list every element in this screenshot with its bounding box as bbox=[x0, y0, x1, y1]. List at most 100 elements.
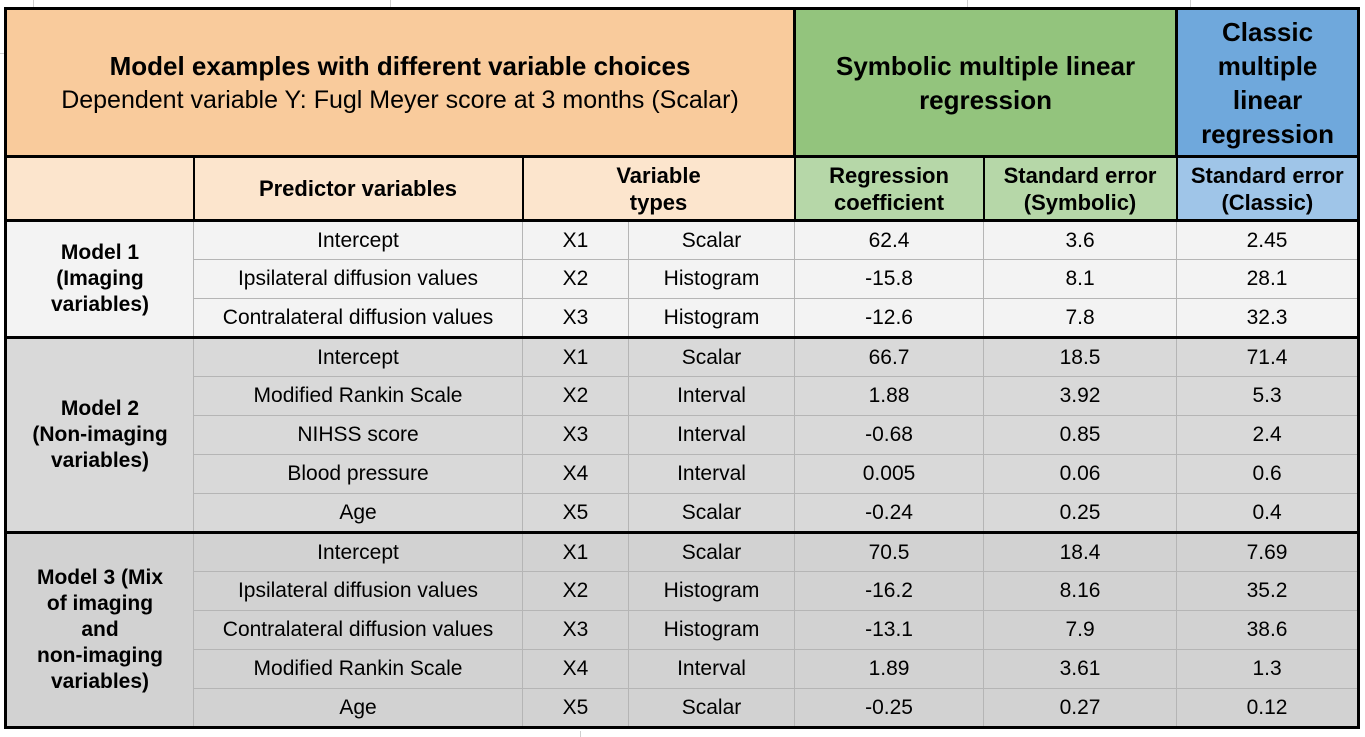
variable-type-cell: Histogram bbox=[627, 298, 796, 338]
table-row: Age X5 Scalar -0.25 0.27 0.12 bbox=[6, 688, 1360, 728]
symbolic-section-header: Symbolic multiple linear regression bbox=[793, 7, 1179, 158]
table-row: Contralateral diffusion values X3 Histogra… bbox=[6, 610, 1360, 650]
variable-types-header: Variable types bbox=[521, 155, 796, 222]
predictor-cell: Contralateral diffusion values bbox=[193, 610, 523, 650]
se-symbolic-cell: 3.92 bbox=[983, 376, 1178, 416]
regression-coefficient-header: Regression coefficient bbox=[793, 155, 985, 222]
se-symbolic-cell: 18.4 bbox=[983, 531, 1178, 572]
table-row: Ipsilateral diffusion values X2 Histogram -… bbox=[6, 259, 1360, 299]
variable-type-cell: Histogram bbox=[627, 610, 796, 650]
se-symbolic-cell: 8.1 bbox=[983, 259, 1178, 299]
table-row: Model 1 (Imaging variables) Intercept X1 Sc… bbox=[5, 220, 1360, 338]
variable-type-cell: Scalar bbox=[627, 531, 796, 572]
se-classic-cell: 71.4 bbox=[1176, 336, 1360, 377]
variable-type-cell: Scalar bbox=[627, 688, 796, 728]
se-classic-cell: 0.12 bbox=[1176, 688, 1360, 728]
x-label-cell: X1 bbox=[522, 336, 629, 377]
predictor-cell: Intercept bbox=[193, 336, 523, 377]
coefficient-cell: -0.24 bbox=[794, 493, 985, 533]
x-label-cell: X1 bbox=[522, 531, 629, 572]
se-symbolic-cell: 7.9 bbox=[983, 610, 1178, 650]
se-classic-cell: 35.2 bbox=[1176, 571, 1360, 611]
model-comparison-table: Model examples with different variable c… bbox=[3, 7, 1361, 729]
se-symbolic-cell: 3.6 bbox=[983, 220, 1178, 260]
x-label-cell: X3 bbox=[522, 415, 629, 455]
predictor-cell: Ipsilateral diffusion values bbox=[193, 259, 523, 299]
se-classic-cell: 7.69 bbox=[1176, 531, 1360, 572]
spreadsheet-gridline bbox=[580, 731, 581, 737]
coefficient-cell: -16.2 bbox=[794, 571, 985, 611]
table-title-cell: Model examples with different variable c… bbox=[3, 7, 797, 158]
table-row: Modified Rankin Scale X2 Interval 1.88 3.92 5… bbox=[6, 376, 1360, 416]
se-symbolic-cell: 3.61 bbox=[983, 649, 1178, 689]
se-symbolic-cell: 7.8 bbox=[983, 298, 1178, 338]
se-classic-cell: 38.6 bbox=[1176, 610, 1360, 650]
se-symbolic-cell: 0.06 bbox=[983, 454, 1178, 494]
predictor-cell: Blood pressure bbox=[193, 454, 523, 494]
model-label-cell: Model 2 (Non-imaging variables) bbox=[5, 336, 194, 533]
predictor-variables-header: Predictor variables bbox=[192, 155, 524, 222]
coefficient-cell: -0.68 bbox=[794, 415, 985, 455]
x-label-cell: X2 bbox=[522, 376, 629, 416]
x-label-cell: X3 bbox=[522, 298, 629, 338]
empty-header-cell bbox=[4, 155, 195, 222]
se-classic-cell: 2.4 bbox=[1176, 415, 1360, 455]
coefficient-cell: 62.4 bbox=[794, 220, 985, 260]
se-symbolic-cell: 18.5 bbox=[983, 336, 1178, 377]
variable-type-cell: Scalar bbox=[627, 493, 796, 533]
model-label-cell: Model 1 (Imaging variables) bbox=[5, 220, 194, 338]
se-symbolic-header: Standard error (Symbolic) bbox=[982, 155, 1178, 222]
predictor-cell: NIHSS score bbox=[193, 415, 523, 455]
spreadsheet-gridline bbox=[967, 0, 968, 7]
classic-section-header: Classic multiple linear regression bbox=[1175, 7, 1361, 158]
se-symbolic-cell: 0.85 bbox=[983, 415, 1178, 455]
table-row: Blood pressure X4 Interval 0.005 0.06 0.6 bbox=[6, 454, 1360, 494]
table-subtitle: Dependent variable Y: Fugl Meyer score a… bbox=[61, 86, 739, 114]
predictor-cell: Modified Rankin Scale bbox=[193, 649, 523, 689]
variable-type-cell: Histogram bbox=[627, 259, 796, 299]
coefficient-cell: 1.89 bbox=[794, 649, 985, 689]
se-classic-header: Standard error (Classic) bbox=[1175, 155, 1360, 222]
se-symbolic-cell: 8.16 bbox=[983, 571, 1178, 611]
variable-type-cell: Scalar bbox=[627, 220, 796, 260]
predictor-cell: Age bbox=[193, 688, 523, 728]
predictor-cell: Contralateral diffusion values bbox=[193, 298, 523, 338]
spreadsheet-gridline bbox=[33, 0, 34, 7]
x-label-cell: X3 bbox=[522, 610, 629, 650]
coefficient-cell: -12.6 bbox=[794, 298, 985, 338]
spreadsheet-gridline bbox=[390, 0, 391, 7]
table-row: Model 2 (Non-imaging variables) Intercept… bbox=[5, 336, 1360, 533]
table-row: Age X5 Scalar -0.24 0.25 0.4 bbox=[6, 493, 1360, 533]
table-row: NIHSS score X3 Interval -0.68 0.85 2.4 bbox=[6, 415, 1360, 455]
variable-type-cell: Interval bbox=[627, 376, 796, 416]
coefficient-cell: 1.88 bbox=[794, 376, 985, 416]
variable-type-cell: Scalar bbox=[627, 336, 796, 377]
x-label-cell: X2 bbox=[522, 259, 629, 299]
se-classic-cell: 0.4 bbox=[1176, 493, 1360, 533]
variable-type-cell: Interval bbox=[627, 454, 796, 494]
table-row: Contralateral diffusion values X3 Histogra… bbox=[6, 298, 1360, 338]
variable-type-cell: Interval bbox=[627, 415, 796, 455]
se-classic-cell: 1.3 bbox=[1176, 649, 1360, 689]
table-row: Modified Rankin Scale X4 Interval 1.89 3.61 1… bbox=[6, 649, 1360, 689]
x-label-cell: X2 bbox=[522, 571, 629, 611]
predictor-cell: Ipsilateral diffusion values bbox=[193, 571, 523, 611]
table-title: Model examples with different variable c… bbox=[109, 51, 691, 81]
x-label-cell: X5 bbox=[522, 493, 629, 533]
column-header-row: Predictor variables Variable types Regre… bbox=[4, 155, 1360, 222]
x-label-cell: X1 bbox=[522, 220, 629, 260]
se-symbolic-cell: 0.25 bbox=[983, 493, 1178, 533]
variable-type-cell: Histogram bbox=[627, 571, 796, 611]
x-label-cell: X4 bbox=[522, 454, 629, 494]
coefficient-cell: 66.7 bbox=[794, 336, 985, 377]
table-row: Model 3 (Mix of imaging and non-imaging … bbox=[5, 531, 1360, 728]
coefficient-cell: 0.005 bbox=[794, 454, 985, 494]
spreadsheet-gridline bbox=[0, 53, 4, 54]
se-classic-cell: 28.1 bbox=[1176, 259, 1360, 299]
se-classic-cell: 2.45 bbox=[1176, 220, 1360, 260]
x-label-cell: X4 bbox=[522, 649, 629, 689]
table-row: Ipsilateral diffusion values X2 Histogram -… bbox=[6, 571, 1360, 611]
predictor-cell: Intercept bbox=[193, 220, 523, 260]
x-label-cell: X5 bbox=[522, 688, 629, 728]
